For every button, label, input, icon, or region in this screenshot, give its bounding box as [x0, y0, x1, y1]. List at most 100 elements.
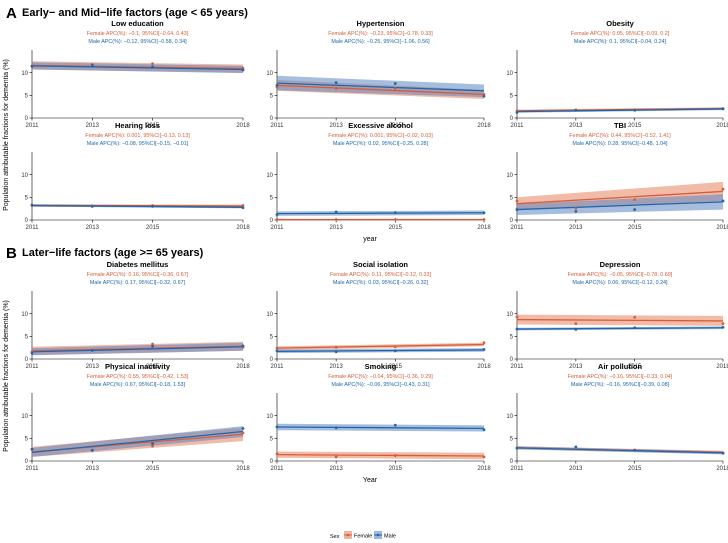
male-apc-text: Male APC(%): −0.06, 95%CI[−0.43, 0.31]: [331, 382, 430, 388]
x-tick-label: 2015: [389, 123, 403, 129]
female-apc-text: Female APC(%): 0.44, 95%CI[−0.52, 1.41]: [569, 133, 671, 139]
x-tick-label: 2011: [26, 225, 40, 231]
x-tick-label: 2015: [389, 364, 403, 370]
male-trend-line: [276, 82, 485, 92]
x-tick-label: 2013: [329, 123, 343, 129]
male-apc-text: Male APC(%): 0.1, 95%CI[−0.04, 0.24]: [574, 39, 667, 45]
male-point: [482, 94, 486, 98]
female-point: [334, 345, 338, 349]
male-apc-text: Male APC(%): 0.03, 95%CI[−0.26, 0.32]: [333, 280, 429, 286]
x-tick-label: 2015: [628, 123, 642, 129]
y-tick-label: 10: [506, 414, 513, 420]
male-point: [151, 65, 154, 69]
male-point: [275, 349, 279, 353]
x-tick-label: 2018: [716, 123, 728, 129]
x-tick-label: 2015: [628, 466, 642, 472]
y-tick-label: 0: [25, 218, 29, 224]
female-point: [574, 322, 578, 326]
male-point: [30, 351, 34, 355]
xlabel-a: year: [363, 236, 377, 243]
x-tick-label: 2013: [329, 364, 343, 370]
y-tick-label: 0: [270, 459, 274, 465]
x-tick-label: 2018: [477, 466, 491, 472]
male-trend-line: [516, 201, 724, 211]
y-tick-label: 10: [21, 312, 28, 318]
male-point: [574, 209, 578, 213]
y-tick-label: 10: [506, 71, 513, 77]
male-apc-text: Male APC(%): 0.17, 95%CI[−0.32, 0.67]: [90, 280, 186, 286]
male-point: [90, 64, 94, 67]
y-tick-label: 0: [510, 116, 514, 122]
y-tick-label: 0: [270, 116, 274, 122]
male-point: [334, 350, 338, 354]
male-trend-line: [276, 349, 485, 352]
x-tick-label: 2015: [389, 225, 403, 231]
panel-air-pollution: Air pollution Female APC(%): −0.16, 95%CI…: [506, 362, 728, 472]
female-point: [241, 204, 245, 207]
legend-label-female: Female: [354, 534, 372, 540]
male-apc-text: Male APC(%): 0.06, 95%CI[−0.12, 0.24]: [572, 280, 668, 286]
y-tick-label: 10: [266, 312, 273, 318]
panel-excessive-alcohol: Excessive alcohol Female APC(%): 0.001, 9…: [266, 121, 491, 231]
y-tick-label: 5: [510, 335, 514, 341]
x-tick-label: 2018: [236, 466, 250, 472]
male-point: [30, 203, 34, 207]
section-letter-b: B: [6, 245, 17, 262]
female-point: [241, 431, 245, 435]
y-tick-label: 10: [266, 414, 273, 420]
male-point: [515, 208, 519, 211]
y-tick-label: 10: [266, 173, 273, 179]
x-tick-label: 2015: [146, 123, 160, 129]
y-tick-label: 0: [510, 459, 514, 465]
y-tick-label: 5: [270, 94, 274, 100]
y-tick-label: 5: [510, 196, 514, 202]
male-point: [393, 349, 397, 353]
male-point: [633, 326, 637, 330]
panel-title: Low education: [111, 19, 164, 28]
x-tick-label: 2011: [26, 364, 40, 370]
y-tick-label: 5: [25, 335, 29, 341]
x-tick-label: 2011: [271, 123, 285, 129]
male-apc-text: Male APC(%): −0.12, 95%CI[−0.58, 0.34]: [88, 39, 187, 45]
y-tick-label: 0: [25, 357, 29, 363]
y-tick-label: 5: [25, 437, 29, 443]
male-point: [30, 64, 34, 68]
male-point: [515, 327, 519, 331]
female-trend-line: [276, 84, 485, 96]
x-tick-label: 2011: [511, 466, 525, 472]
panel-diabetes-mellitus: Diabetes mellitus Female APC(%): 0.16, 95…: [21, 260, 250, 370]
male-trend-line: [516, 447, 724, 454]
x-tick-label: 2015: [146, 364, 160, 370]
female-point: [482, 455, 486, 459]
male-point: [633, 108, 637, 112]
male-point: [334, 210, 338, 214]
female-point: [482, 341, 486, 345]
section-letter-a: A: [6, 5, 17, 22]
female-apc-text: Female APC(%): 0.11, 95%CI[−0.12, 0.33]: [330, 272, 432, 278]
male-point: [515, 446, 519, 450]
x-tick-label: 2015: [628, 225, 642, 231]
panel-title: Depression: [600, 260, 641, 269]
y-tick-label: 0: [270, 357, 274, 363]
female-point: [151, 342, 154, 346]
x-tick-label: 2015: [146, 466, 160, 472]
x-tick-label: 2018: [236, 123, 250, 129]
x-tick-label: 2011: [511, 123, 525, 129]
male-apc-text: Male APC(%): 0.28, 95%CI[−0.48, 1.04]: [572, 141, 668, 147]
male-point: [482, 428, 486, 432]
x-tick-label: 2018: [477, 123, 491, 129]
male-point: [515, 111, 519, 114]
x-tick-label: 2011: [26, 123, 40, 129]
male-trend-line: [516, 108, 724, 113]
y-tick-label: 10: [266, 71, 273, 77]
female-point: [515, 315, 519, 319]
x-tick-label: 2015: [389, 466, 403, 472]
section-title-b: Later−life factors (age >= 65 years): [22, 247, 204, 259]
y-tick-label: 10: [21, 414, 28, 420]
x-tick-label: 2015: [628, 364, 642, 370]
panel-title: Diabetes mellitus: [107, 260, 169, 269]
male-point: [721, 199, 725, 203]
female-point: [721, 322, 725, 326]
female-point: [393, 454, 397, 457]
